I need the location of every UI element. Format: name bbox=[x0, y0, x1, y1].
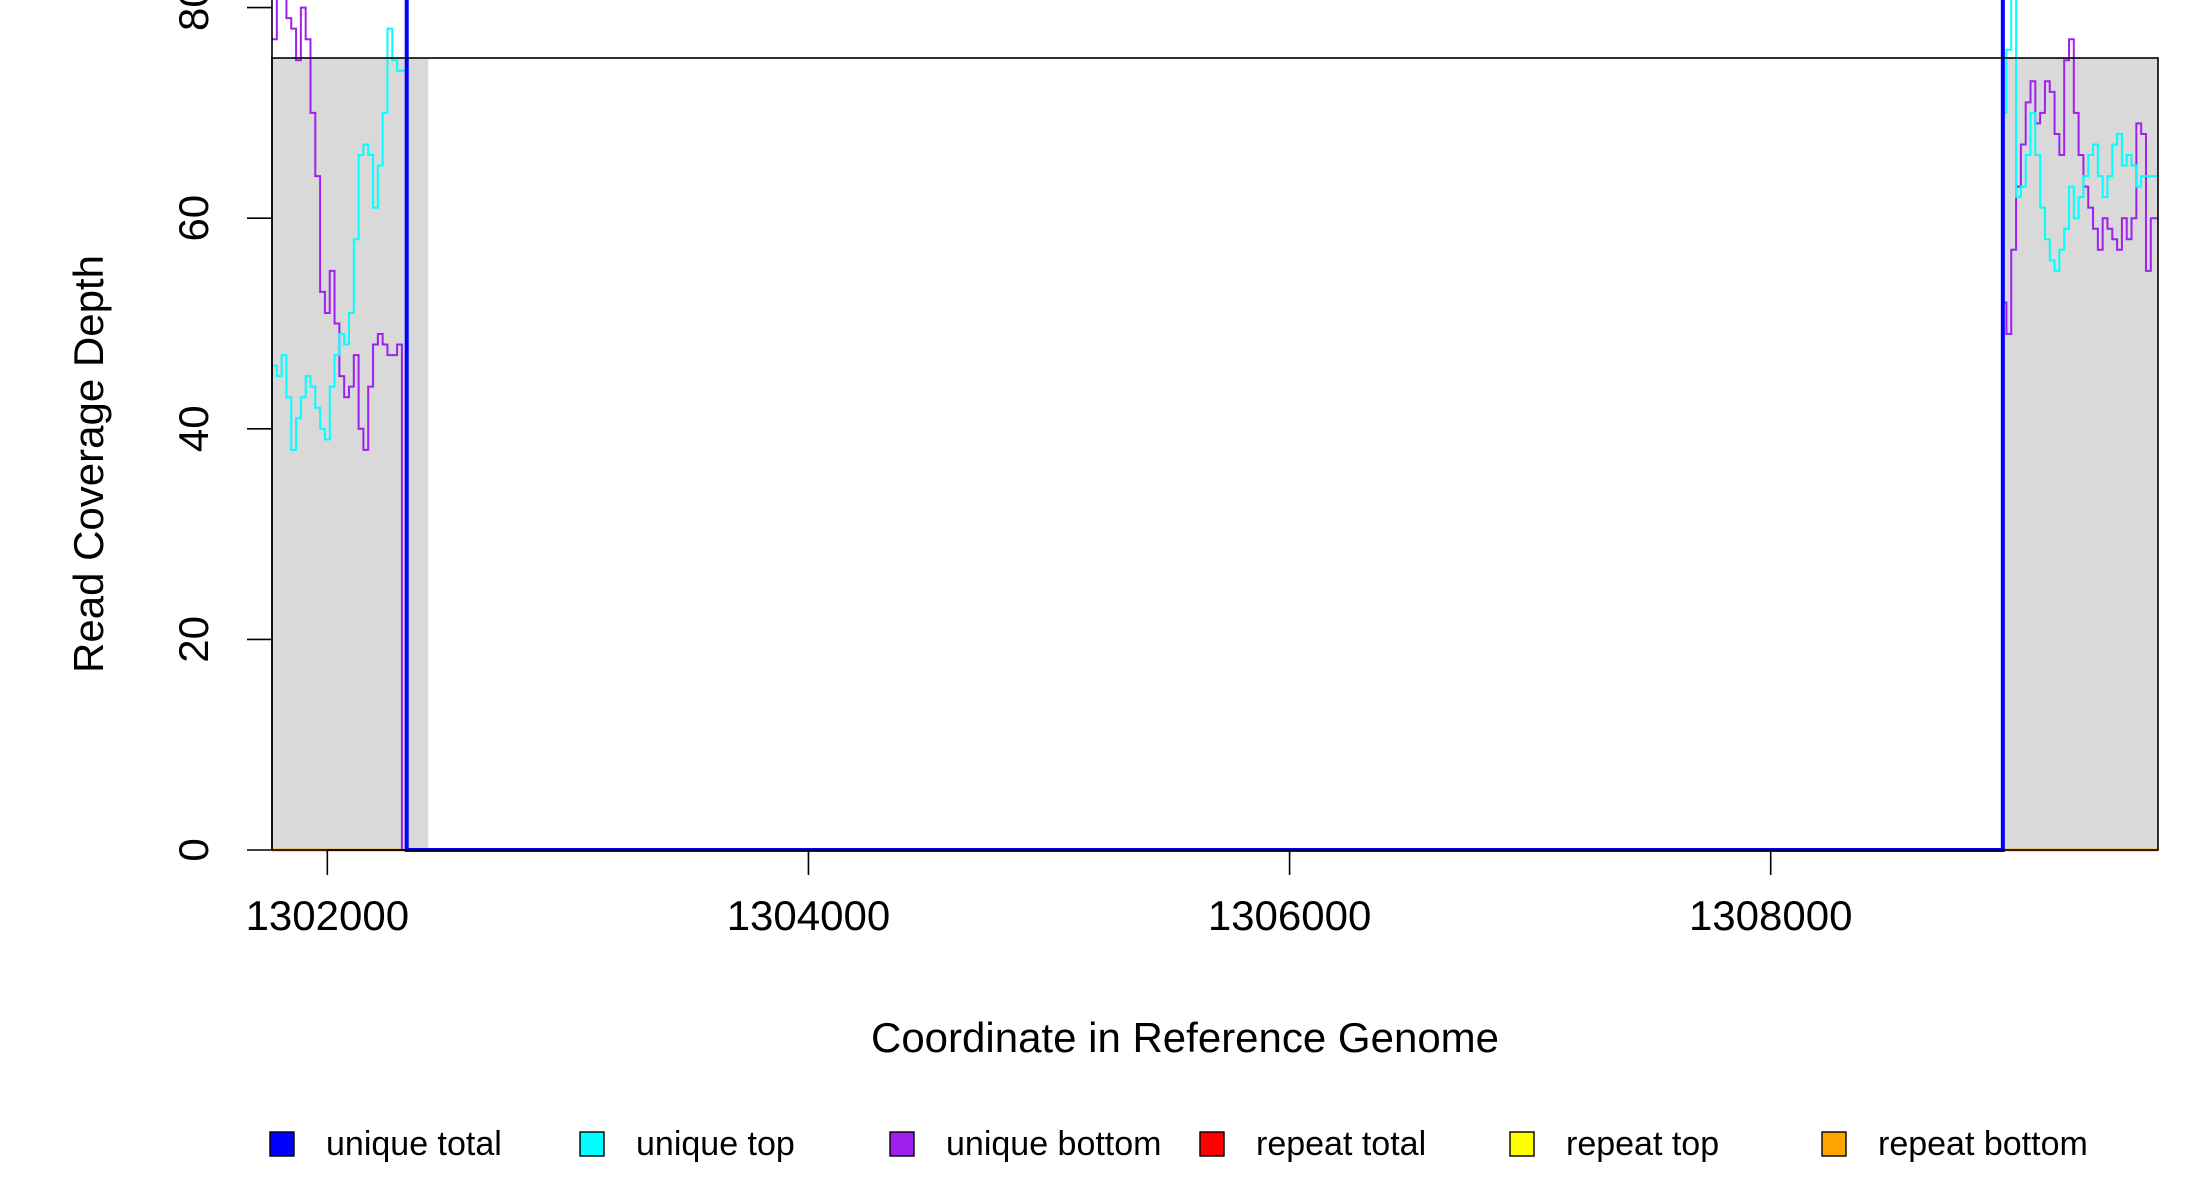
x-tick-label: 1304000 bbox=[727, 892, 891, 939]
legend-label-unique-top: unique top bbox=[636, 1125, 795, 1163]
y-axis-label: Read Coverage Depth bbox=[65, 255, 112, 673]
legend-swatch-unique-bottom bbox=[889, 1131, 915, 1157]
series-line-unique-top bbox=[272, 0, 2158, 851]
series-line-unique-total bbox=[404, 0, 2005, 852]
legend: unique total unique top unique bottom repea… bbox=[269, 1125, 2088, 1163]
y-tick-label: 80 bbox=[170, 0, 217, 31]
legend-swatch-repeat-top bbox=[1509, 1131, 1535, 1157]
x-tick-label: 1302000 bbox=[246, 892, 410, 939]
legend-label-repeat-total: repeat total bbox=[1256, 1125, 1426, 1163]
y-tick-label: 40 bbox=[170, 405, 217, 452]
legend-label-unique-total: unique total bbox=[326, 1125, 502, 1163]
legend-label-unique-bottom: unique bottom bbox=[946, 1125, 1162, 1163]
y-tick-label: 60 bbox=[170, 195, 217, 242]
legend-label-repeat-bottom: repeat bottom bbox=[1878, 1125, 2088, 1163]
x-axis: 1302000 1304000 1306000 1308000 bbox=[246, 849, 1853, 939]
plot-frame bbox=[271, 57, 2159, 851]
x-tick-label: 1306000 bbox=[1208, 892, 1372, 939]
series-line-unique-bottom bbox=[272, 0, 2158, 851]
y-tick-label: 0 bbox=[170, 838, 217, 861]
y-tick-label: 20 bbox=[170, 616, 217, 663]
x-tick-label: 1308000 bbox=[1689, 892, 1853, 939]
legend-swatch-repeat-bottom bbox=[1821, 1131, 1847, 1157]
legend-swatch-repeat-total bbox=[1199, 1131, 1225, 1157]
y-axis: 020406080100140 bbox=[170, 0, 273, 862]
series-lines bbox=[272, 0, 2158, 852]
legend-swatch-unique-top bbox=[579, 1131, 605, 1157]
shaded-regions bbox=[272, 58, 2158, 850]
x-axis-label: Coordinate in Reference Genome bbox=[871, 1014, 1499, 1061]
legend-label-repeat-top: repeat top bbox=[1566, 1125, 1719, 1163]
legend-swatch-unique-total bbox=[269, 1131, 295, 1157]
shaded-region-2 bbox=[2004, 58, 2158, 850]
